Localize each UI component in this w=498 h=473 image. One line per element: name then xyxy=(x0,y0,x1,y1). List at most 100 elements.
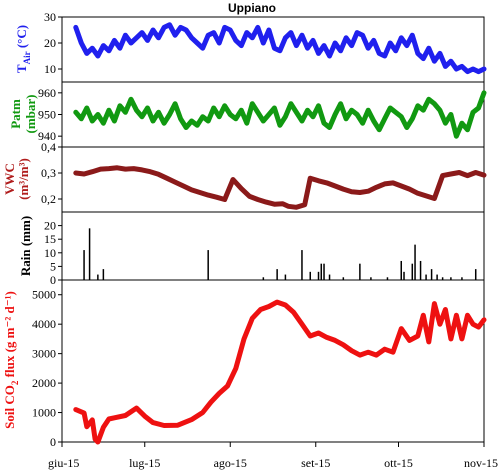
tair-data-point xyxy=(257,26,259,28)
co2-data-point xyxy=(226,385,229,387)
patm-data-point xyxy=(152,120,154,122)
patm-data-point xyxy=(472,111,474,113)
co2-data-point xyxy=(472,323,474,325)
patm-data-point xyxy=(146,107,149,109)
vwc-data-point xyxy=(91,171,93,173)
vwc-data-point xyxy=(133,167,135,170)
vwc-data-point xyxy=(483,174,485,176)
vwc-data-point xyxy=(425,195,427,197)
patm-data-point xyxy=(268,113,270,116)
vwc-data-point xyxy=(273,203,275,205)
patm-data-point xyxy=(466,129,469,131)
co2-data-point xyxy=(144,415,146,417)
vwc-data-point xyxy=(304,204,306,206)
patm-data-point xyxy=(80,118,82,120)
co2-data-point xyxy=(276,301,278,303)
tair-data-point xyxy=(108,50,110,52)
patm-data-point xyxy=(362,122,364,124)
vwc-data-point xyxy=(466,175,469,177)
vwc-data-point xyxy=(108,167,110,170)
tair-ytick-label: 30 xyxy=(44,10,56,24)
co2-data-point xyxy=(94,438,96,440)
co2-data-point xyxy=(83,412,85,414)
patm-data-point xyxy=(317,105,320,107)
co2-data-point xyxy=(218,392,220,394)
panel-co2-ylabel-sub: 2 xyxy=(10,380,20,385)
tair-data-point xyxy=(400,37,402,39)
patm-data-point xyxy=(411,118,413,120)
tair-ytick-label: 20 xyxy=(44,36,56,50)
vwc-data-point xyxy=(351,191,353,193)
patm-data-point xyxy=(75,111,77,113)
patm-data-point xyxy=(323,122,325,124)
vwc-data-point xyxy=(375,186,378,188)
vwc-data-point xyxy=(240,188,242,190)
vwc-data-point xyxy=(182,185,184,187)
co2-data-point xyxy=(235,367,237,369)
tair-data-point xyxy=(450,60,452,62)
tair-data-point xyxy=(477,71,480,73)
tair-data-point xyxy=(334,42,336,44)
panel-tair-ylabel-main: T xyxy=(14,64,29,73)
co2-data-point xyxy=(359,354,361,356)
vwc-data-point xyxy=(417,192,419,194)
patm-data-point xyxy=(108,109,110,111)
co2-data-point xyxy=(152,421,154,424)
tair-data-point xyxy=(306,47,309,49)
patm-data-point xyxy=(130,98,132,100)
patm-data-point xyxy=(367,109,369,111)
panel-co2-ylabel-main: Soil CO xyxy=(2,385,17,429)
co2-data-point xyxy=(408,339,411,341)
patm-data-point xyxy=(113,120,116,122)
co2-series-line xyxy=(73,299,487,445)
co2-data-point xyxy=(301,323,303,325)
patm-data-point xyxy=(378,129,380,131)
vwc-ytick-label: 0,3 xyxy=(41,166,56,180)
patm-data-point xyxy=(433,103,435,105)
x-tick-label: ago-15 xyxy=(214,456,247,470)
patm-data-point xyxy=(373,120,375,122)
tair-data-point xyxy=(373,39,375,42)
vwc-series-line xyxy=(73,165,487,210)
patm-data-point xyxy=(240,109,242,111)
patm-data-point xyxy=(168,113,171,116)
tair-data-point xyxy=(439,52,441,55)
x-tick-label: ott-15 xyxy=(384,456,413,470)
rain-ytick-label: 0 xyxy=(50,273,56,287)
tair-data-point xyxy=(196,42,198,44)
tair-data-point xyxy=(180,26,182,28)
co2-ytick-label: 2000 xyxy=(32,376,56,390)
panel-co2-y-axis: 0 1000 2000 3000 4000 5000 xyxy=(32,288,62,449)
tair-data-point xyxy=(218,42,220,44)
vwc-data-point xyxy=(287,205,289,207)
co2-ytick-label: 4000 xyxy=(32,317,56,331)
tair-data-point xyxy=(384,55,386,57)
tair-data-point xyxy=(102,45,104,47)
panel-co2: 0 1000 2000 3000 4000 5000 Soil CO2 flux (g m… xyxy=(2,279,487,449)
patm-data-point xyxy=(400,116,402,118)
co2-data-point xyxy=(108,418,110,420)
patm-data-point xyxy=(224,105,226,107)
panel-tair-y-axis: 10 20 30 xyxy=(44,10,62,76)
co2-data-point xyxy=(75,409,77,411)
tair-data-point xyxy=(428,47,430,49)
panel-rain-ylabel: Rain (mm) xyxy=(18,216,33,276)
tair-data-point xyxy=(395,50,397,52)
co2-data-point xyxy=(163,424,165,427)
patm-data-point xyxy=(455,135,458,137)
co2-data-point xyxy=(384,348,386,350)
patm-data-point xyxy=(395,111,397,113)
tair-data-point xyxy=(135,37,138,39)
tair-data-point xyxy=(75,26,77,28)
tair-data-point xyxy=(262,42,264,44)
tair-data-point xyxy=(235,39,237,42)
x-tick-label: set-15 xyxy=(301,456,330,470)
tair-data-point xyxy=(483,68,485,70)
patm-data-point xyxy=(422,109,424,111)
vwc-data-point xyxy=(75,172,77,174)
patm-ytick-label: 940 xyxy=(38,129,56,143)
patm-data-point xyxy=(91,120,93,122)
tair-data-point xyxy=(417,52,419,55)
patm-data-point xyxy=(290,103,292,105)
co2-ytick-label: 5000 xyxy=(32,288,56,302)
